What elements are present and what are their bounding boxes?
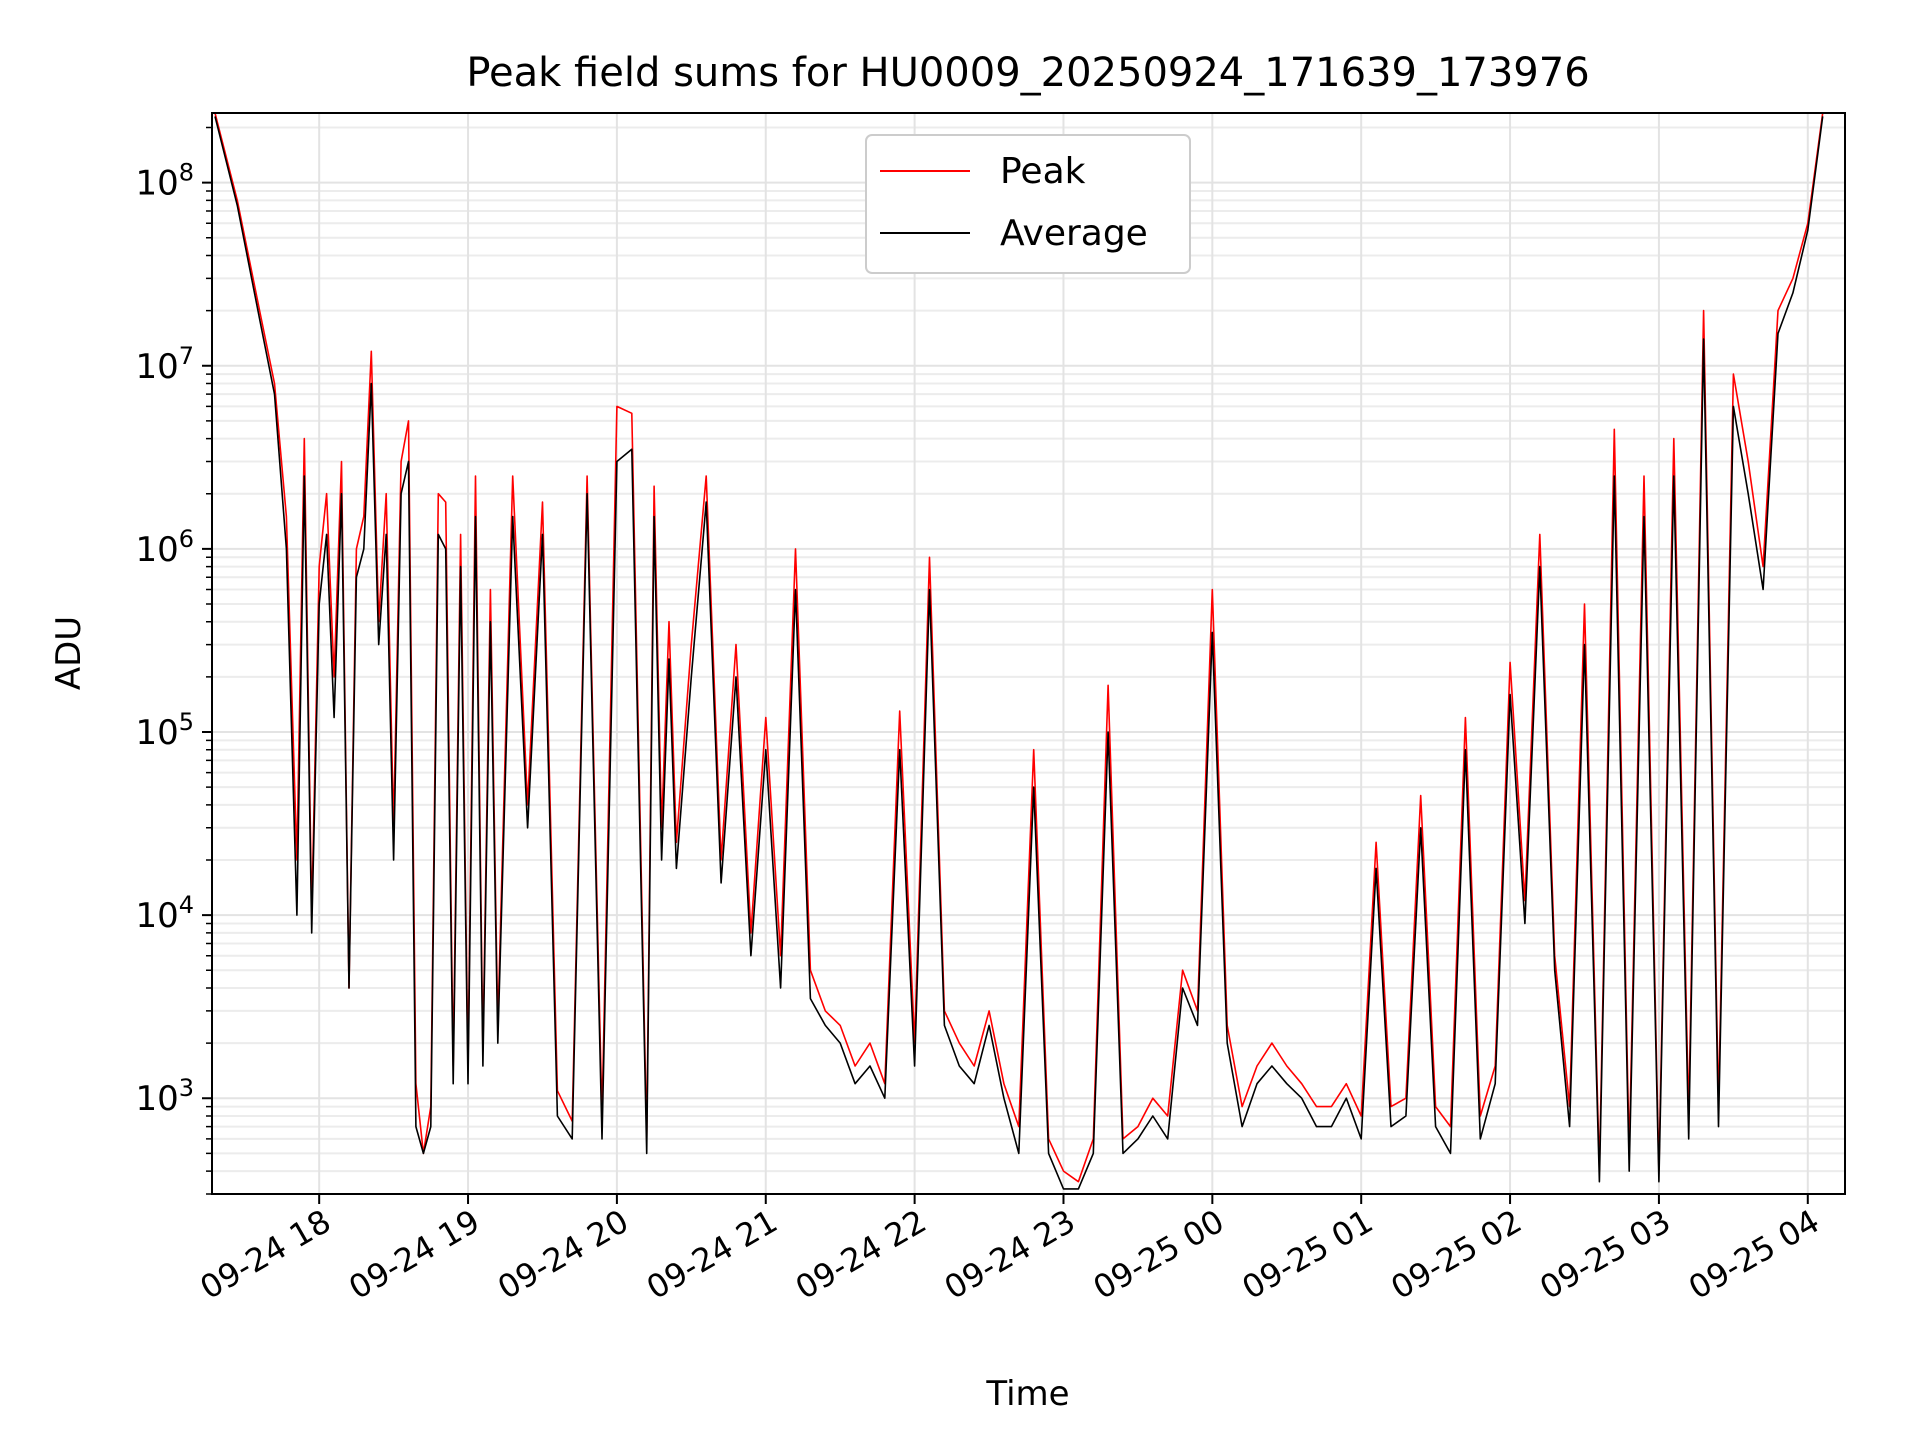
chart-title: Peak field sums for HU0009_20250924_1716…	[466, 50, 1589, 96]
chart: 09-24 1809-24 1909-24 2009-24 2109-24 22…	[0, 0, 1920, 1440]
x-axis-label: Time	[985, 1374, 1069, 1414]
legend: Peak Average	[866, 135, 1190, 273]
legend-label-peak: Peak	[1000, 151, 1086, 192]
y-axis-label: ADU	[49, 616, 89, 690]
legend-label-average: Average	[1000, 213, 1148, 254]
